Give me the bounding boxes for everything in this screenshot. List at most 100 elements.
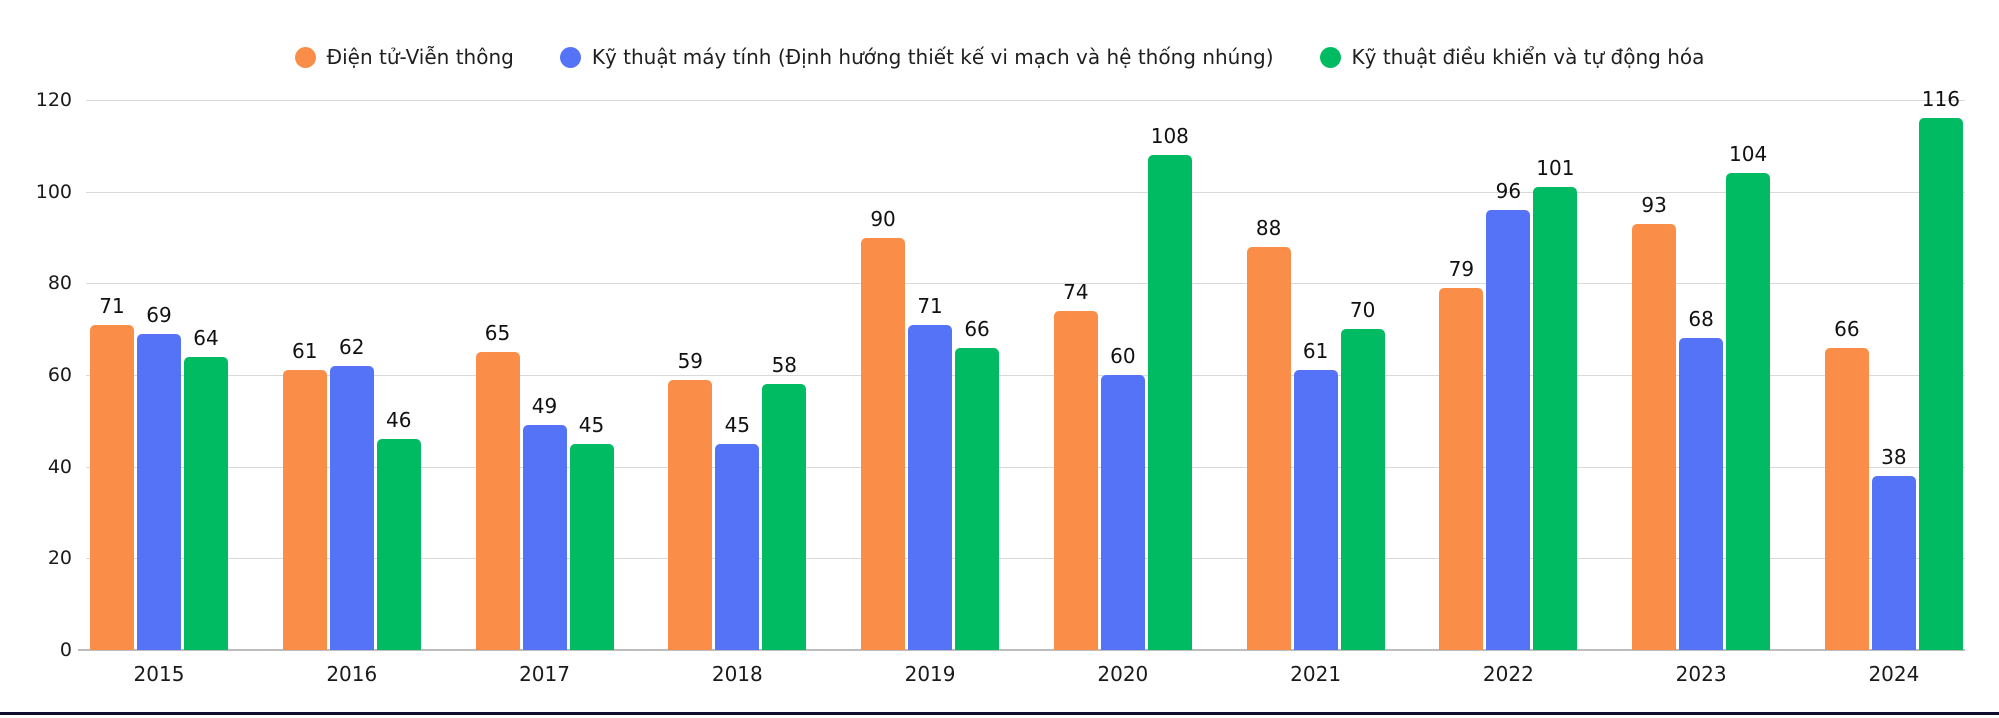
bar-slot: 71 <box>908 100 953 650</box>
bar-2021-series-1[interactable] <box>1246 246 1291 650</box>
bar-group-2023: 93 68 104 2023 <box>1632 100 1771 686</box>
bar-2021-series-2[interactable] <box>1293 370 1338 650</box>
bar-2023-series-3[interactable] <box>1726 173 1771 650</box>
bar-2016-series-2[interactable] <box>329 365 374 650</box>
bar-slot: 66 <box>955 100 1000 650</box>
bar-value-label: 45 <box>578 412 605 437</box>
x-axis-tick-label: 2016 <box>326 662 378 686</box>
bar-value-label: 69 <box>146 302 172 327</box>
bar-value-label: 38 <box>1881 444 1907 469</box>
bar-2022-series-2[interactable] <box>1486 210 1531 650</box>
y-axis-tick-label: 120 <box>35 89 72 111</box>
bar-value-label: 71 <box>99 293 125 318</box>
bar-2020-series-2[interactable] <box>1100 375 1145 650</box>
bar-slot: 46 <box>376 100 421 650</box>
bar-2019-series-1[interactable] <box>861 237 906 650</box>
bar-slot: 101 <box>1533 100 1578 650</box>
bar-slot: 93 <box>1632 100 1677 650</box>
bar-2016-series-3[interactable] <box>376 439 421 650</box>
bar-slot: 96 <box>1486 100 1531 650</box>
bar-value-label: 108 <box>1150 124 1189 148</box>
x-axis-tick-label: 2021 <box>1290 662 1342 686</box>
bar-value-label: 65 <box>484 321 511 346</box>
bar-group-2016: 61 62 46 2016 <box>282 100 421 686</box>
bar-slot: 64 <box>184 100 228 650</box>
bar-slot: 38 <box>1871 100 1916 650</box>
bar-value-label: 61 <box>292 339 318 364</box>
bar-slot: 45 <box>569 100 614 650</box>
gridline <box>86 283 1965 285</box>
bar-2018-series-1[interactable] <box>668 379 713 650</box>
bar-2023-series-2[interactable] <box>1679 338 1724 650</box>
x-axis-tick-label: 2017 <box>519 662 570 686</box>
gridline <box>86 191 1965 193</box>
bar-value-label: 96 <box>1495 179 1522 203</box>
bar-slot: 71 <box>90 100 134 650</box>
bar-slot: 65 <box>475 100 520 650</box>
x-axis-tick-label: 2020 <box>1097 662 1149 686</box>
bar-slot: 61 <box>282 100 327 650</box>
bar-slot: 69 <box>137 100 181 650</box>
bar-value-label: 60 <box>1110 344 1136 368</box>
bar-value-label: 90 <box>870 206 896 231</box>
bar-value-label: 46 <box>386 408 412 433</box>
legend-swatch-icon <box>1319 46 1341 68</box>
gridline <box>86 375 1965 376</box>
bar-value-label: 62 <box>339 334 365 359</box>
x-axis-tick-label: 2019 <box>904 662 956 686</box>
bar-2021-series-3[interactable] <box>1340 329 1385 650</box>
bar-group-2019: 90 71 66 2019 <box>861 100 1000 686</box>
bar-2018-series-2[interactable] <box>715 443 760 650</box>
chart-legend: Điện tử-Viễn thông Kỹ thuật máy tính (Địn… <box>0 45 1999 69</box>
bar-2022-series-3[interactable] <box>1533 187 1578 650</box>
bar-value-label: 116 <box>1921 87 1960 112</box>
y-axis-tick-label: 60 <box>47 364 72 386</box>
bar-2015-series-2[interactable] <box>137 333 181 650</box>
legend-swatch-icon <box>559 46 581 68</box>
bar-slot: 49 <box>522 100 567 650</box>
gridline <box>86 558 1965 560</box>
bar-2019-series-3[interactable] <box>955 347 1000 650</box>
bar-2015-series-1[interactable] <box>90 324 134 650</box>
bar-slot: 68 <box>1679 100 1724 650</box>
bar-2024-series-2[interactable] <box>1871 475 1916 650</box>
bar-value-label: 61 <box>1302 339 1329 364</box>
bar-value-label: 79 <box>1448 256 1475 281</box>
x-axis-tick-label: 2024 <box>1868 662 1920 686</box>
bar-value-label: 101 <box>1536 156 1575 181</box>
gridline <box>86 100 1965 101</box>
legend-item: Kỹ thuật điều khiển và tự động hóa <box>1319 45 1704 69</box>
bar-value-label: 88 <box>1255 215 1282 240</box>
bar-slot: 79 <box>1439 100 1484 650</box>
bar-2020-series-1[interactable] <box>1053 310 1098 650</box>
gridline <box>86 466 1965 468</box>
bar-value-label: 45 <box>724 412 751 437</box>
bar-2016-series-1[interactable] <box>282 370 327 650</box>
bar-slot: 88 <box>1246 100 1291 650</box>
bar-slot: 104 <box>1726 100 1771 650</box>
bar-2018-series-3[interactable] <box>762 384 807 650</box>
bar-2020-series-3[interactable] <box>1147 155 1192 650</box>
bar-group-2018: 59 45 58 2018 <box>668 100 807 686</box>
bar-2017-series-3[interactable] <box>569 443 614 650</box>
bar-slot: 66 <box>1824 100 1869 650</box>
bar-slot: 116 <box>1918 87 1963 650</box>
bar-value-label: 93 <box>1641 192 1667 217</box>
bar-slot: 61 <box>1293 100 1338 650</box>
bar-slot: 90 <box>861 100 906 650</box>
y-axis-tick-label: 100 <box>35 180 72 203</box>
bar-group-2020: 74 60 108 2020 <box>1053 100 1192 686</box>
bar-2024-series-1[interactable] <box>1824 347 1869 650</box>
bar-2022-series-1[interactable] <box>1439 287 1484 650</box>
bar-2017-series-2[interactable] <box>522 425 567 650</box>
bar-value-label: 58 <box>771 353 798 378</box>
bar-2015-series-3[interactable] <box>184 356 228 650</box>
x-axis-tick-label: 2022 <box>1482 662 1534 686</box>
x-axis-tick-label: 2023 <box>1675 662 1727 686</box>
legend-label: Điện tử-Viễn thông <box>326 45 514 69</box>
bar-2017-series-1[interactable] <box>475 352 520 650</box>
bar-2023-series-1[interactable] <box>1632 223 1677 650</box>
bar-2024-series-3[interactable] <box>1918 118 1963 650</box>
bottom-border <box>0 712 1999 715</box>
bar-2019-series-2[interactable] <box>908 324 953 650</box>
